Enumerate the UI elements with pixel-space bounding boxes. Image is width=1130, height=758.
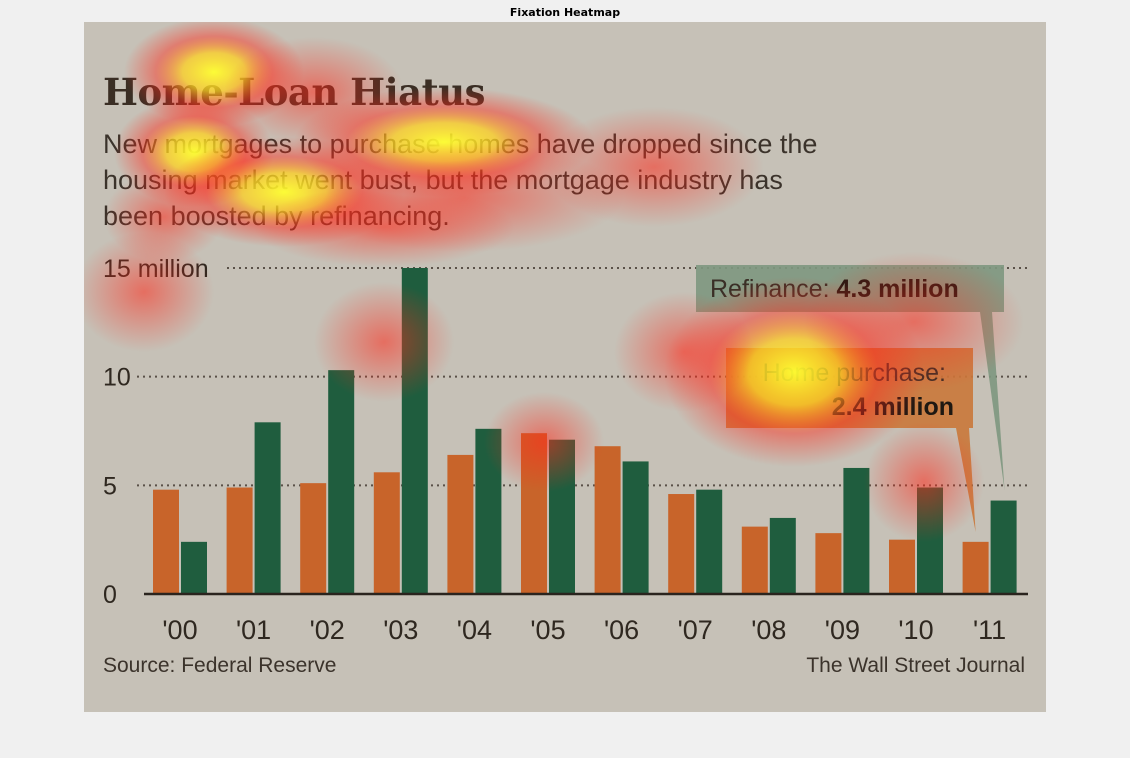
y-tick-label: 0 [103, 581, 117, 609]
fixation-blob [294, 87, 594, 197]
bar-home-purchase [300, 483, 327, 594]
bar-refinance [917, 487, 943, 594]
source-note: Source: Federal Reserve [103, 654, 337, 677]
bar-home-purchase [226, 487, 253, 594]
refinance-callout-label: Refinance: 4.3 million [710, 275, 959, 303]
x-tick-label: '01 [236, 615, 271, 645]
fixation-blob [544, 107, 764, 227]
x-tick-label: '10 [898, 615, 933, 645]
bar-home-purchase [521, 433, 547, 594]
bar-chart: 0 5 10 15 million '00 '01 '02 '03 '04 '05 '06 '07 '0… [84, 22, 1028, 645]
bar-home-purchase [373, 472, 400, 594]
bar-home-purchase [447, 454, 474, 594]
fixation-blob [114, 97, 274, 207]
bar-refinance [696, 489, 723, 594]
home-purchase-callout-label: Home purchase: [763, 359, 946, 387]
x-tick-label: '00 [162, 615, 197, 645]
x-tick-label: '05 [530, 615, 565, 645]
bar-refinance [769, 517, 796, 594]
y-tick-label: 5 [103, 472, 117, 500]
fixation-blob [164, 137, 404, 247]
credit-note: The Wall Street Journal [806, 654, 1025, 677]
bar-home-purchase [594, 446, 621, 594]
fixation-blob [254, 187, 514, 267]
bar-refinance [990, 500, 1017, 594]
bar-home-purchase [741, 526, 768, 594]
bar-home-purchase [668, 494, 695, 594]
bar-home-purchase [153, 489, 179, 594]
bar-home-purchase [962, 541, 989, 594]
figure-title: Fixation Heatmap [509, 6, 621, 19]
bar-refinance [549, 439, 575, 594]
x-tick-label: '04 [457, 615, 492, 645]
bar-refinance [254, 422, 281, 594]
bar-home-purchase [889, 539, 915, 594]
fixation-blob [304, 142, 624, 252]
home-purchase-callout-value: 2.4 million [832, 393, 954, 421]
x-tick-label: '08 [751, 615, 786, 645]
x-tick-label: '06 [604, 615, 639, 645]
bar-refinance [475, 428, 502, 594]
bar-refinance [328, 370, 355, 594]
bar-refinance [401, 268, 428, 594]
bar-refinance [843, 467, 870, 594]
bar-home-purchase [815, 533, 842, 594]
x-tick-label: '03 [383, 615, 418, 645]
bar-refinance [622, 461, 649, 594]
bar-refinance [181, 541, 207, 594]
y-tick-label: 15 million [103, 255, 209, 283]
fixation-blob [104, 172, 224, 262]
chart-panel: Home-Loan Hiatus New mortgages to purcha… [84, 22, 1046, 712]
x-tick-label: '02 [310, 615, 345, 645]
fixation-blob [84, 232, 214, 352]
y-tick-label: 10 [103, 364, 131, 392]
fixation-blob [124, 22, 304, 127]
x-tick-label: '07 [678, 615, 713, 645]
x-tick-label: '09 [825, 615, 860, 645]
x-tick-label: '11 [973, 615, 1006, 645]
fixation-blob [224, 37, 404, 147]
